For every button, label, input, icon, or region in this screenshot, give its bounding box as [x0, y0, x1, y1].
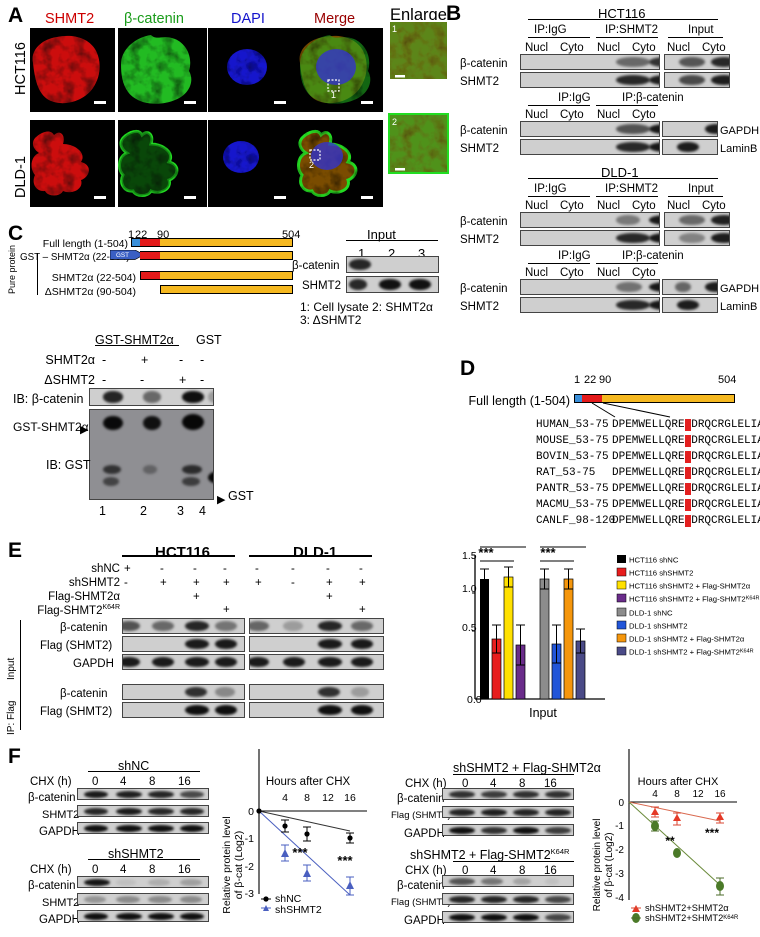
svg-text:DLD-1 shNC: DLD-1 shNC [629, 608, 673, 617]
svg-text:Relative protein level: Relative protein level [592, 819, 603, 912]
svg-text:0.5: 0.5 [462, 622, 477, 634]
svg-text:DLD-1 shSHMT2: DLD-1 shSHMT2 [629, 621, 688, 630]
svg-text:shSHMT2: shSHMT2 [275, 904, 322, 916]
svg-text:Hours after CHX: Hours after CHX [638, 776, 719, 788]
svg-text:4: 4 [652, 789, 658, 800]
svg-text:Input: Input [529, 706, 557, 720]
svg-text:0: 0 [248, 806, 254, 818]
svg-text:-2: -2 [245, 861, 254, 873]
svg-text:Relative protein level: Relative protein level [221, 816, 233, 913]
svg-text:***: *** [292, 845, 308, 860]
svg-text:**: ** [665, 834, 675, 848]
svg-text:-4: -4 [615, 893, 624, 904]
svg-text:shSHMT2+SHMT2α: shSHMT2+SHMT2α [645, 903, 729, 913]
svg-text:***: *** [550, 545, 566, 546]
svg-text:8: 8 [304, 792, 310, 804]
svg-text:1: 1 [331, 90, 336, 100]
svg-text:2: 2 [309, 160, 314, 170]
svg-text:-1: -1 [245, 833, 254, 845]
svg-text:HCT116 shSHMT2 + Flag-SHMT2α: HCT116 shSHMT2 + Flag-SHMT2α [629, 581, 751, 590]
svg-text:of β-cat (Log2): of β-cat (Log2) [604, 832, 615, 897]
svg-text:-2: -2 [615, 845, 624, 856]
svg-text:12: 12 [692, 789, 704, 800]
svg-text:shSHMT2+SHMT2K64R: shSHMT2+SHMT2K64R [645, 913, 739, 923]
svg-text:of β-cat (Log2): of β-cat (Log2) [233, 831, 245, 900]
svg-text:-3: -3 [615, 869, 624, 880]
svg-text:1.5: 1.5 [462, 550, 477, 562]
svg-text:GST: GST [116, 252, 129, 259]
svg-text:2: 2 [392, 117, 397, 127]
svg-text:***: *** [337, 853, 353, 868]
svg-text:16: 16 [714, 789, 726, 800]
svg-text:1: 1 [392, 24, 397, 34]
svg-text:4: 4 [282, 792, 288, 804]
svg-text:16: 16 [344, 792, 356, 804]
svg-text:***: *** [490, 545, 506, 546]
svg-text:-3: -3 [245, 888, 254, 900]
svg-text:0.0: 0.0 [467, 694, 482, 706]
svg-text:DLD-1 shSHMT2 + Flag-SHMT2α: DLD-1 shSHMT2 + Flag-SHMT2α [629, 634, 745, 643]
svg-text:DLD-1 shSHMT2 + Flag-SHMT2K64R: DLD-1 shSHMT2 + Flag-SHMT2K64R [629, 647, 754, 656]
svg-text:0: 0 [618, 798, 624, 809]
svg-text:-1: -1 [615, 821, 624, 832]
svg-text:HCT116 shSHMT2: HCT116 shSHMT2 [629, 568, 693, 577]
svg-text:12: 12 [322, 792, 334, 804]
svg-text:8: 8 [674, 789, 680, 800]
svg-text:HCT116 shSHMT2 + Flag-SHMT2K64: HCT116 shSHMT2 + Flag-SHMT2K64R [629, 594, 759, 603]
svg-text:***: *** [705, 826, 719, 840]
svg-text:HCT116 shNC: HCT116 shNC [629, 555, 679, 564]
svg-text:Hours after CHX: Hours after CHX [266, 776, 351, 788]
